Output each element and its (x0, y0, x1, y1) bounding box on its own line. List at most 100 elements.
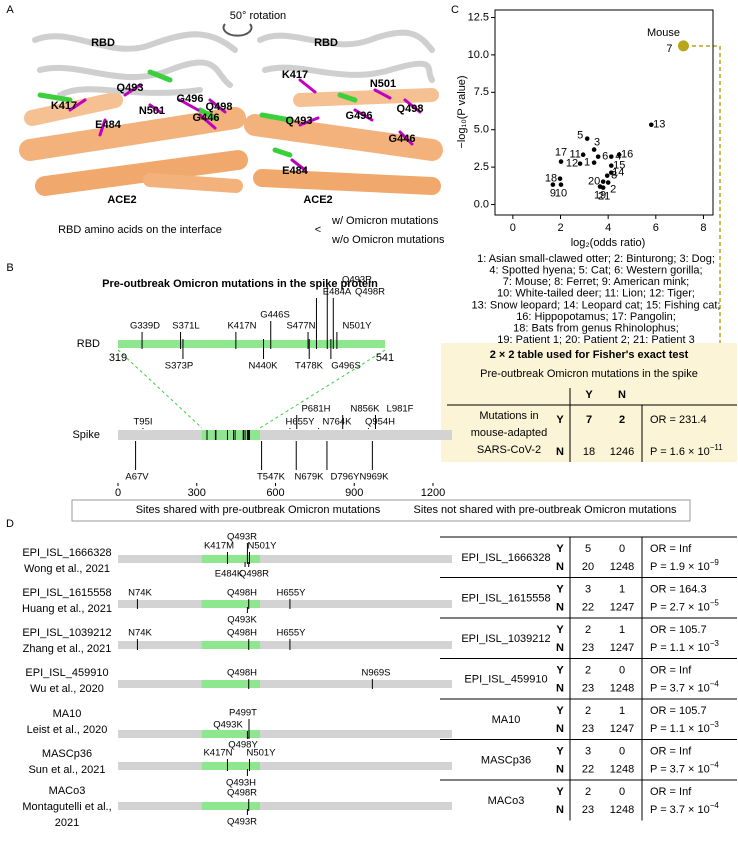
key-line: 7: Mouse; 8: Ferret; 9: American mink; (503, 276, 689, 288)
cell: 23 (582, 682, 594, 694)
p-text: P = 3.7 × 10 (650, 804, 710, 816)
row-n: N (556, 446, 564, 458)
plot-frame (494, 9, 714, 216)
mutation-label: Q954H (365, 417, 395, 428)
cell: 1247 (610, 601, 634, 613)
cell: 3 (585, 583, 591, 595)
x-tick-label: 6 (653, 222, 659, 234)
point-label: 3 (594, 137, 600, 149)
point (557, 176, 563, 181)
p-value: P = 1.1 × 10−3 (650, 639, 719, 654)
row-label: SARS-CoV-2 (477, 444, 541, 456)
key-line: 13: Snow leopard; 14: Leopard cat; 15: F… (472, 299, 721, 311)
mutation-label: N969K (359, 472, 389, 483)
panel-title: Pre-outbreak Omicron mutations in the sp… (102, 278, 378, 290)
mutation-label: H655Y (276, 588, 306, 599)
cell: 0 (619, 786, 625, 798)
mutation-label: Q493K (213, 720, 243, 731)
p-text: P = 3.7 × 10 (650, 763, 710, 775)
point-label: 14 (612, 167, 624, 179)
cell: 1248 (610, 763, 634, 775)
mutation-label: Q498H (227, 628, 257, 639)
row-y: Y (556, 705, 564, 717)
row-label: mouse-adapted (471, 427, 547, 439)
p-text: P = 2.7 × 10 (650, 601, 710, 613)
spike-bar (118, 680, 452, 688)
cell: 1248 (610, 682, 634, 694)
table-name: MACo3 (488, 795, 525, 807)
spike-bar (118, 430, 452, 440)
connector (692, 45, 721, 343)
point (591, 160, 597, 165)
table-box (441, 343, 737, 462)
key-line: 16: Hippopotamus; 17: Pangolin; (516, 311, 676, 323)
x-tick-label: 0 (115, 487, 121, 499)
mutation-label: H655Y (285, 417, 315, 428)
point (608, 163, 614, 168)
point-label: 6 (602, 151, 608, 163)
cell: 2 (585, 664, 591, 676)
y-tick-label: 0.0 (474, 198, 489, 210)
p-text: P = 1.9 × 10 (650, 561, 710, 573)
residue-label: N501 (370, 78, 396, 90)
sample-ref: Huang et al., 2021 (22, 603, 112, 615)
mutation-label: T95I (133, 417, 152, 428)
point-label: 5 (577, 130, 583, 142)
x-tick-label: 8 (700, 222, 706, 234)
point (600, 179, 606, 184)
table-name: EPI_ISL_1666328 (461, 552, 550, 564)
point-label: 17 (555, 146, 567, 158)
point (608, 170, 614, 175)
spike-rbd (201, 762, 261, 770)
p-value: P = 3.7 × 10−4 (650, 761, 719, 776)
row-n: N (556, 804, 564, 816)
spike-bar (118, 730, 452, 738)
cell: 1 (619, 583, 625, 595)
point (600, 185, 606, 190)
panel-label: C (451, 4, 459, 16)
point (604, 173, 610, 178)
mutation-label: Q498Y (228, 740, 258, 751)
row-n: N (556, 561, 564, 573)
point (584, 136, 590, 141)
p-value: P = 3.7 × 10−4 (650, 680, 719, 695)
table-name: EPI_ISL_459910 (464, 673, 547, 685)
residue-label: G446 (389, 133, 416, 145)
residue-label: G446 (193, 112, 220, 124)
point (580, 152, 586, 157)
spike-name: Spike (72, 429, 100, 441)
sample-id: MACo3 (49, 785, 86, 797)
spike-rbd (201, 730, 261, 738)
residue-label: Q498 (397, 103, 424, 115)
residue-label: E484 (95, 119, 122, 131)
x-tick-label: 0 (510, 222, 516, 234)
sample-id: EPI_ISL_1615558 (22, 587, 111, 599)
mutation-label: P681H (301, 404, 330, 415)
legend-without: w/o Omicron mutations (331, 234, 445, 246)
odds-ratio: OR = Inf (650, 664, 692, 676)
key-line: 10: White-tailed deer; 11: Lion; 12: Tig… (497, 288, 695, 300)
sample-id: MA10 (53, 708, 82, 720)
col-y: Y (585, 389, 593, 401)
highlight-label: 7 (666, 43, 672, 55)
table-name: EPI_ISL_1039212 (461, 633, 550, 645)
mutation-label: G446S (260, 310, 290, 321)
rbd-end: 541 (376, 352, 394, 364)
point (616, 152, 622, 157)
row-y: Y (556, 624, 564, 636)
spike-rbd (201, 555, 261, 563)
residue-label: G496 (346, 110, 373, 122)
legend-not-shared: Sites not shared with pre-outbreak Omicr… (414, 504, 677, 516)
row-y: Y (556, 664, 564, 676)
highlight-point (677, 40, 689, 52)
point (558, 182, 564, 187)
point-label: 15 (613, 160, 625, 172)
sample-ref: Sun et al., 2021 (28, 764, 105, 776)
residue-label: Q493 (117, 82, 144, 94)
x-tick-label: 300 (188, 487, 206, 499)
x-tick-label: 900 (345, 487, 363, 499)
row-y: Y (556, 583, 564, 595)
row-y: Y (556, 414, 564, 426)
spike-bar (118, 641, 452, 649)
